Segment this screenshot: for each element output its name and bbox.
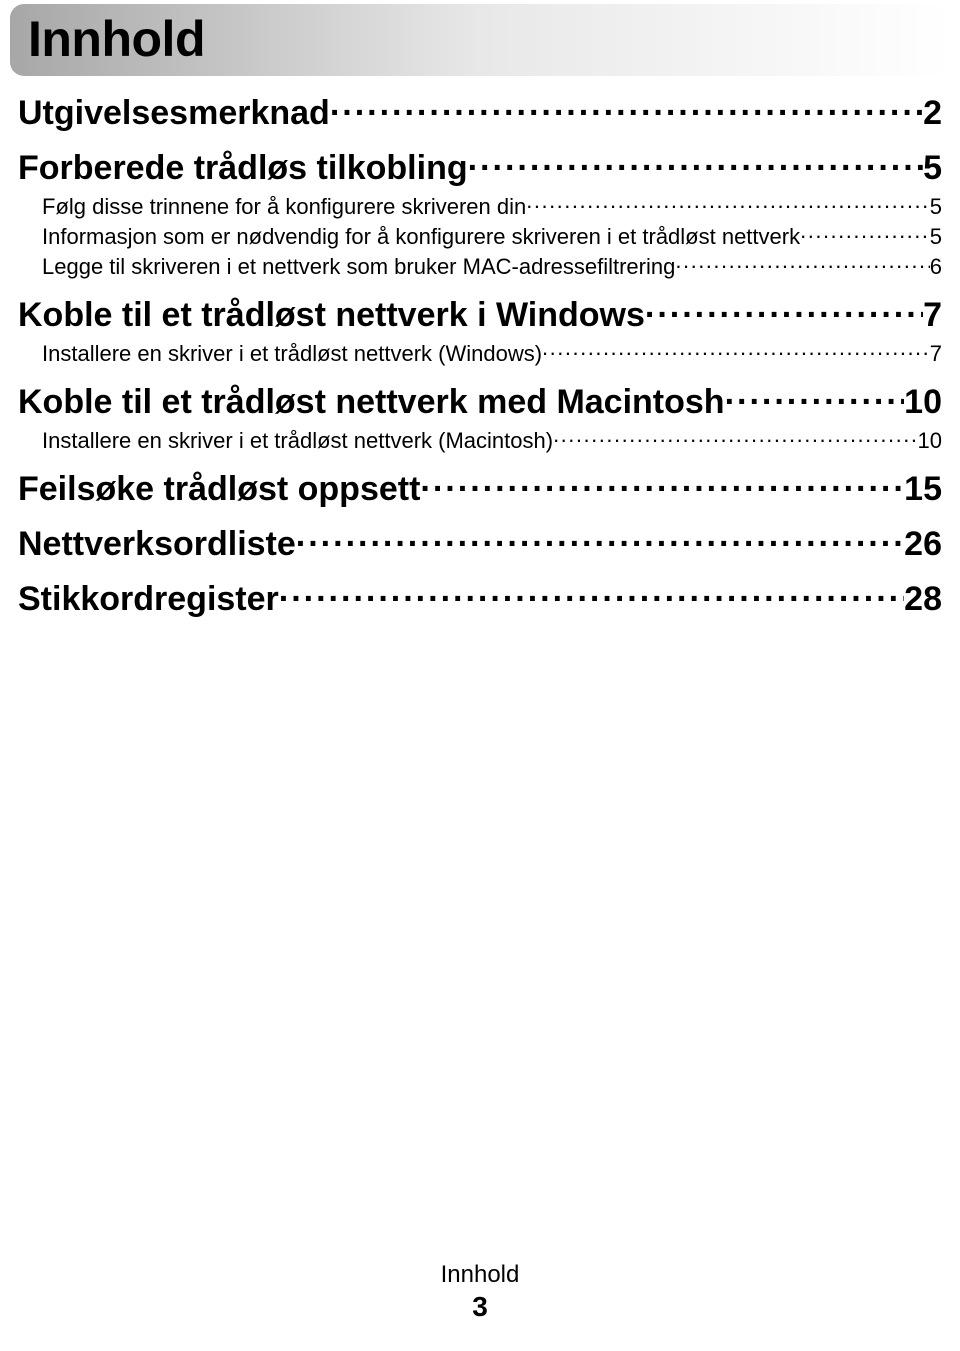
- toc-leader-dots: [330, 90, 923, 124]
- toc-entry-page: 5: [923, 149, 942, 188]
- footer-page-number: 3: [0, 1291, 960, 1323]
- toc-entry: Følg disse trinnene for å konfigurere sk…: [42, 192, 942, 220]
- toc-leader-dots: [296, 521, 904, 555]
- toc-leader-dots: [645, 292, 923, 326]
- toc-entry-label: Installere en skriver i et trådløst nett…: [42, 341, 542, 367]
- page-title-bar: Innhold: [10, 4, 950, 76]
- toc-entry-page: 15: [904, 470, 942, 509]
- toc-entry-page: 6: [930, 254, 942, 280]
- toc-entry-label: Stikkordregister: [18, 580, 279, 619]
- footer-label: Innhold: [0, 1261, 960, 1289]
- toc-entry-label: Nettverksordliste: [18, 525, 296, 564]
- toc-entry-label: Utgivelsesmerknad: [18, 94, 330, 133]
- toc-entry-page: 28: [904, 580, 942, 619]
- toc-entry-label: Legge til skriveren i et nettverk som br…: [42, 254, 675, 280]
- toc-entry: Koble til et trådløst nettverk i Windows…: [18, 292, 942, 335]
- toc-entry: Utgivelsesmerknad 2: [18, 90, 942, 133]
- toc-entry: Forberede trådløs tilkobling 5: [18, 145, 942, 188]
- toc-entry-page: 5: [930, 224, 942, 250]
- toc-entry-label: Koble til et trådløst nettverk i Windows: [18, 296, 645, 335]
- toc-leader-dots: [725, 379, 905, 413]
- toc-leader-dots: [553, 426, 917, 448]
- toc-leader-dots: [279, 576, 904, 610]
- toc-leader-dots: [468, 145, 923, 179]
- toc-entry-label: Koble til et trådløst nettverk med Macin…: [18, 383, 725, 422]
- toc-entry: Informasjon som er nødvendig for å konfi…: [42, 222, 942, 250]
- toc-entry-label: Informasjon som er nødvendig for å konfi…: [42, 224, 800, 250]
- toc-entry: Installere en skriver i et trådløst nett…: [42, 339, 942, 367]
- toc-leader-dots: [675, 252, 929, 274]
- toc-entry: Koble til et trådløst nettverk med Macin…: [18, 379, 942, 422]
- toc-entry-page: 10: [918, 428, 942, 454]
- toc-leader-dots: [542, 339, 930, 361]
- toc-entry-label: Forberede trådløs tilkobling: [18, 149, 468, 188]
- toc-entry: Installere en skriver i et trådløst nett…: [42, 426, 942, 454]
- toc-container: Utgivelsesmerknad 2 Forberede trådløs tilk…: [0, 90, 960, 619]
- toc-entry-page: 7: [930, 341, 942, 367]
- toc-leader-dots: [526, 192, 930, 214]
- toc-entry: Nettverksordliste 26: [18, 521, 942, 564]
- toc-entry: Feilsøke trådløst oppsett 15: [18, 466, 942, 509]
- toc-entry-page: 10: [904, 383, 942, 422]
- toc-entry-page: 5: [930, 194, 942, 220]
- toc-entry-label: Installere en skriver i et trådløst nett…: [42, 428, 553, 454]
- toc-entry-page: 7: [923, 296, 942, 335]
- page-footer: Innhold 3: [0, 1261, 960, 1323]
- toc-entry-label: Feilsøke trådløst oppsett: [18, 470, 420, 509]
- toc-entry: Stikkordregister 28: [18, 576, 942, 619]
- toc-entry-label: Følg disse trinnene for å konfigurere sk…: [42, 194, 526, 220]
- page-title: Innhold: [28, 10, 932, 68]
- toc-entry-page: 26: [904, 525, 942, 564]
- toc-entry-page: 2: [923, 94, 942, 133]
- toc-entry: Legge til skriveren i et nettverk som br…: [42, 252, 942, 280]
- toc-leader-dots: [800, 222, 930, 244]
- toc-leader-dots: [420, 466, 904, 500]
